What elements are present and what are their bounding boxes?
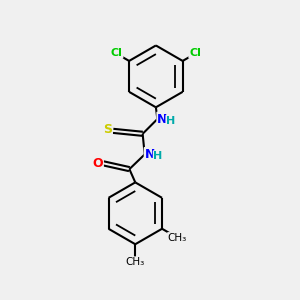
Text: CH₃: CH₃ — [168, 232, 187, 243]
Text: N: N — [158, 112, 168, 126]
Text: O: O — [92, 157, 103, 170]
Text: Cl: Cl — [189, 48, 201, 58]
Text: H: H — [153, 151, 163, 161]
Text: S: S — [103, 123, 112, 136]
Text: CH₃: CH₃ — [126, 257, 145, 267]
Text: H: H — [166, 116, 175, 126]
Text: N: N — [145, 148, 155, 161]
Text: Cl: Cl — [111, 48, 122, 58]
